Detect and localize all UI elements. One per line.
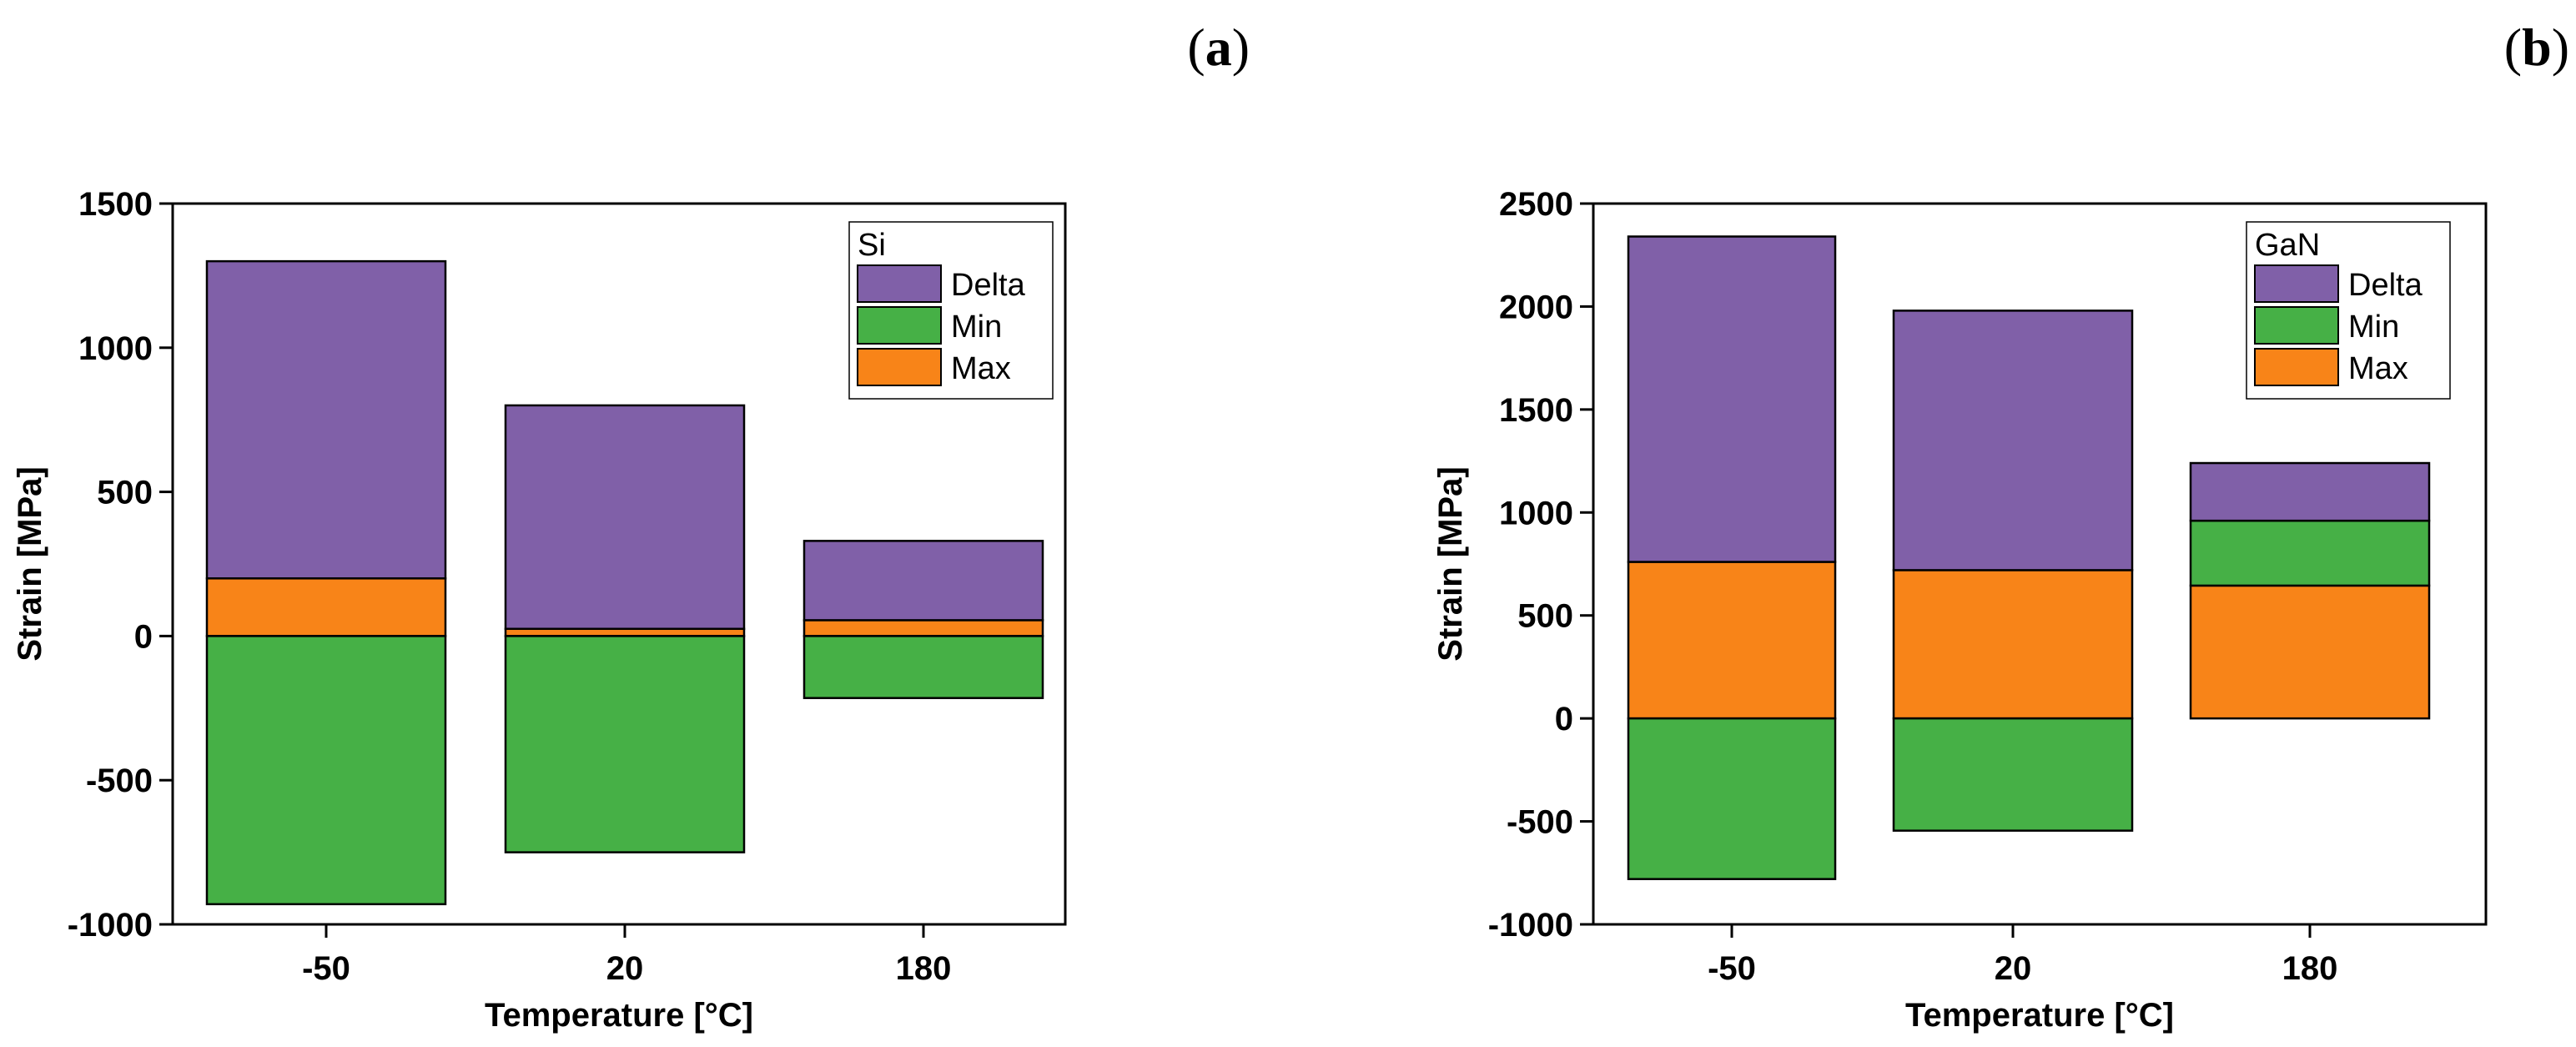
legend-label-max: Max bbox=[951, 351, 1011, 386]
bar-delta-20 bbox=[1892, 310, 2134, 571]
panel-label-a-letter: a bbox=[1205, 18, 1232, 77]
legend-label-min: Min bbox=[2348, 310, 2399, 345]
panel-label-b-letter: b bbox=[2522, 18, 2552, 77]
x-tick-label: 20 bbox=[606, 950, 644, 987]
bar-max-20 bbox=[1892, 569, 2134, 720]
legend-label-delta: Delta bbox=[2348, 268, 2423, 303]
legend-title: GaN bbox=[2255, 228, 2320, 263]
x-tick-label: 180 bbox=[2282, 950, 2338, 987]
bar-min--50 bbox=[205, 635, 447, 906]
bar-delta-20 bbox=[504, 404, 746, 631]
bar-delta-180 bbox=[2189, 461, 2431, 522]
legend-swatch-max bbox=[2254, 348, 2339, 386]
y-tick-label: -500 bbox=[86, 763, 153, 799]
legend-label-delta: Delta bbox=[951, 268, 1026, 303]
bar-min-180 bbox=[802, 635, 1044, 699]
plot-frame bbox=[171, 202, 1067, 926]
y-tick-label: 2500 bbox=[1499, 186, 1573, 223]
y-tick-label: -1000 bbox=[68, 907, 153, 944]
bar-max-180 bbox=[2189, 584, 2431, 720]
y-tick-label: 1500 bbox=[78, 186, 153, 223]
bar-max-180 bbox=[802, 619, 1044, 637]
x-tick-label: 20 bbox=[1995, 950, 2032, 987]
bar-min-20 bbox=[1892, 717, 2134, 832]
bar-max--50 bbox=[205, 577, 447, 637]
bar-max--50 bbox=[1627, 561, 1837, 720]
panel-label-b: (b) bbox=[2504, 18, 2569, 77]
bar-min-180 bbox=[2189, 519, 2431, 587]
legend-label-max: Max bbox=[2348, 351, 2408, 386]
legend-swatch-delta bbox=[2254, 264, 2339, 303]
x-tick-label: -50 bbox=[302, 950, 350, 987]
chart-b: -1000 -500 0 500 1000 1500 2000 2500 -50 20 180 Tem… bbox=[1432, 186, 2488, 1034]
x-axis-title: Temperature [°C] bbox=[485, 997, 753, 1034]
legend-swatch-max bbox=[857, 348, 942, 386]
y-tick-label: 500 bbox=[1517, 598, 1573, 635]
y-tick-label: 500 bbox=[97, 475, 153, 511]
bar-delta--50 bbox=[205, 259, 447, 580]
y-tick-label: 1000 bbox=[1499, 495, 1573, 531]
bar-min--50 bbox=[1627, 717, 1837, 880]
y-tick-label: 0 bbox=[1555, 701, 1573, 737]
legend-title: Si bbox=[858, 228, 886, 263]
x-tick-label: 180 bbox=[896, 950, 952, 987]
legend-swatch-min bbox=[2254, 306, 2339, 345]
x-axis-title: Temperature [°C] bbox=[1905, 997, 2174, 1034]
y-tick-label: -500 bbox=[1507, 804, 1573, 841]
y-tick-label: -1000 bbox=[1488, 907, 1573, 944]
y-axis-title: Strain [MPa] bbox=[12, 466, 48, 661]
legend-swatch-delta bbox=[857, 264, 942, 303]
legend-label-min: Min bbox=[951, 310, 1002, 345]
y-tick-label: 2000 bbox=[1499, 289, 1573, 325]
bar-delta--50 bbox=[1627, 235, 1837, 563]
x-tick-label: -50 bbox=[1708, 950, 1756, 987]
bar-max-20 bbox=[504, 627, 746, 637]
legend-swatch-min bbox=[857, 306, 942, 345]
plot-frame bbox=[1592, 202, 2488, 926]
panel-label-a: (a) bbox=[1187, 18, 1250, 77]
y-tick-label: 1000 bbox=[78, 330, 153, 367]
chart-a: -1000 -500 0 500 1000 1500 -50 20 180 Temperature… bbox=[12, 186, 1067, 1034]
y-axis-title: Strain [MPa] bbox=[1432, 466, 1469, 661]
bar-min-20 bbox=[504, 635, 746, 853]
bar-delta-180 bbox=[802, 540, 1044, 622]
y-tick-label: 1500 bbox=[1499, 392, 1573, 429]
y-tick-label: 0 bbox=[134, 618, 153, 655]
